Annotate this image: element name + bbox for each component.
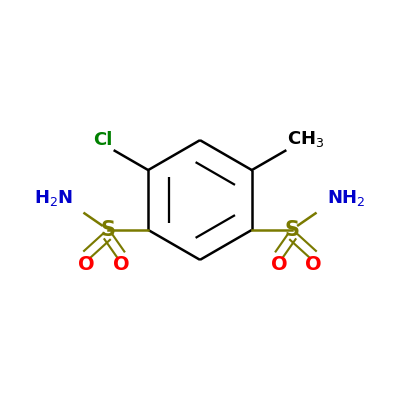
Text: NH$_2$: NH$_2$: [327, 188, 366, 208]
Text: O: O: [305, 255, 322, 274]
Text: H$_2$N: H$_2$N: [34, 188, 73, 208]
Text: S: S: [285, 220, 300, 240]
Text: O: O: [78, 255, 95, 274]
Text: S: S: [100, 220, 115, 240]
Text: O: O: [270, 255, 287, 274]
Text: Cl: Cl: [94, 131, 113, 149]
Text: CH$_3$: CH$_3$: [287, 129, 325, 149]
Text: O: O: [113, 255, 130, 274]
